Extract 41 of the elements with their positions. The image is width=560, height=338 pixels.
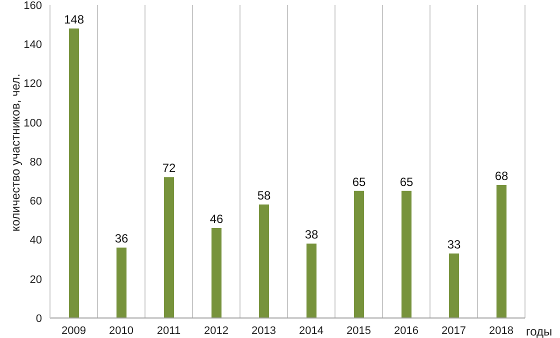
data-label: 46 [210,212,224,226]
y-tick-label: 40 [30,234,42,247]
bar [496,184,506,318]
data-label: 36 [114,232,128,246]
x-tick-label: 2015 [346,324,371,337]
y-tick-label: 0 [36,312,42,325]
x-tick-label: 2016 [394,324,418,337]
y-tick-label: 140 [24,39,42,52]
x-axis-title: годы [526,324,552,338]
x-tick-label: 2009 [62,324,86,337]
y-tick-label: 120 [24,78,42,90]
x-tick-label: 2013 [252,324,276,337]
x-tick-label: 2011 [156,324,181,337]
data-label: 33 [447,237,461,252]
x-tick-label: 2014 [299,324,324,337]
data-label: 65 [352,174,366,189]
bar [69,28,79,318]
data-label: 72 [162,161,176,176]
data-label: 148 [64,12,84,26]
x-tick-label: 2010 [109,324,134,337]
bar [306,244,316,318]
bar [164,177,174,318]
data-label: 38 [304,228,318,242]
bar [212,228,222,318]
y-tick-label: 160 [24,0,42,12]
x-tick-label: 2018 [489,324,514,337]
y-tick-label: 20 [30,274,42,286]
bar [402,190,412,318]
data-label: 58 [257,188,271,203]
bar [449,253,459,318]
data-label: 65 [400,174,414,189]
data-label: 68 [494,168,508,183]
bar [354,190,364,318]
bar [259,204,269,318]
y-tick-label: 60 [30,196,42,208]
y-tick-label: 100 [24,117,42,130]
bar [116,248,126,318]
x-tick-label: 2017 [442,324,466,337]
x-tick-label: 2012 [204,324,228,337]
y-tick-label: 80 [30,156,42,168]
y-axis-title: количество участников, чел. [8,74,22,232]
